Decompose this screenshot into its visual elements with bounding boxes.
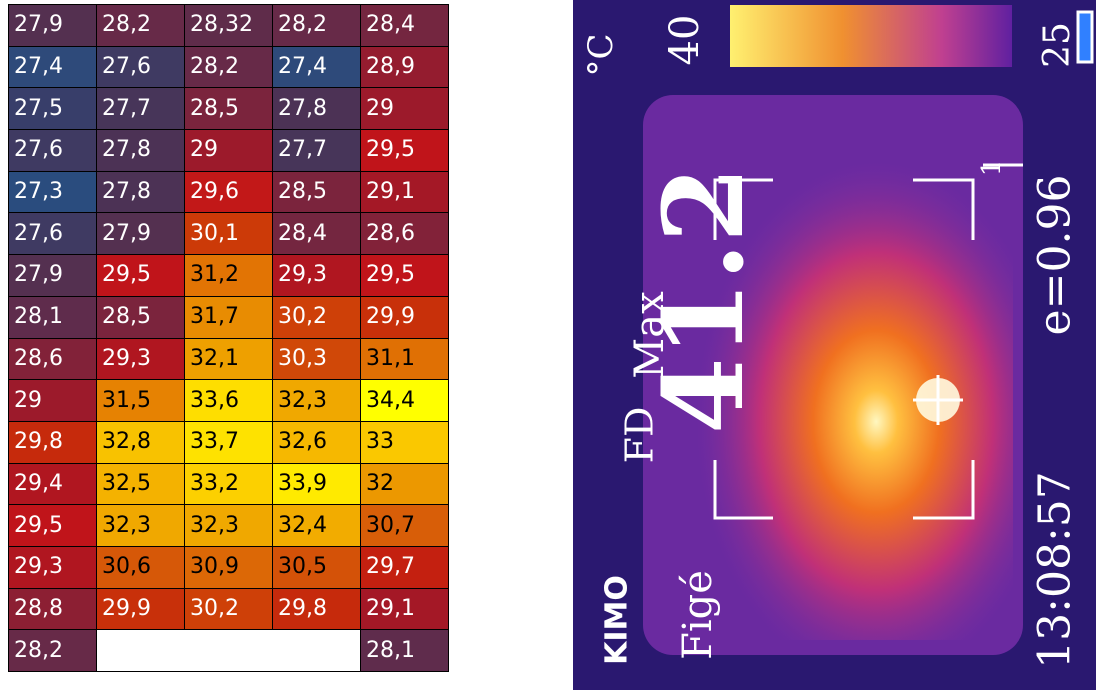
table-cell: 30,6 xyxy=(96,545,185,589)
table-cell: 27,4 xyxy=(8,45,97,89)
emissivity: e=0.96 xyxy=(1030,175,1081,336)
table-cell: 34,4 xyxy=(360,379,449,422)
scale-min: 25 xyxy=(1037,22,1078,68)
table-cell: 29,3 xyxy=(96,337,185,381)
table-cell: 28,8 xyxy=(8,587,97,631)
blank-cell xyxy=(96,629,361,672)
table-cell: 30,3 xyxy=(272,337,361,381)
table-cell: 33,6 xyxy=(184,379,273,422)
table-cell: 33 xyxy=(360,420,449,464)
temperature-table: 27,9 28,2 28,32 28,2 28,4 27,4 27,6 28,2 27,4 28,… xyxy=(8,4,449,672)
table-cell: 29 xyxy=(184,129,273,172)
table-cell: 32,8 xyxy=(96,420,185,464)
table-cell: 31,5 xyxy=(96,379,185,422)
table-cell: 29,5 xyxy=(360,129,449,172)
table-cell: 27,3 xyxy=(8,170,97,214)
table-cell: 32,5 xyxy=(96,462,185,506)
table-cell: 29 xyxy=(8,379,97,422)
table-cell: 27,4 xyxy=(272,45,361,89)
table-cell: 31,7 xyxy=(184,295,273,339)
table-cell: 29,3 xyxy=(272,254,361,297)
table-cell: 28,2 xyxy=(8,629,97,672)
marker-label: 1 xyxy=(977,160,1007,177)
table-cell: 28,5 xyxy=(96,295,185,339)
table-cell: 27,9 xyxy=(8,254,97,297)
table-cell: 30,9 xyxy=(184,545,273,589)
table-cell: 29,9 xyxy=(360,295,449,339)
table-cell: 31,1 xyxy=(360,337,449,381)
table-cell: 29,1 xyxy=(360,170,449,214)
table-cell: 27,9 xyxy=(96,212,185,256)
table-cell: 28,5 xyxy=(272,170,361,214)
table-cell: 28,9 xyxy=(360,45,449,89)
scale-max: 40 xyxy=(662,15,708,66)
table-cell: 28,2 xyxy=(272,4,361,47)
table-cell: 27,6 xyxy=(96,45,185,89)
table-cell: 27,8 xyxy=(272,87,361,131)
table-cell: 30,1 xyxy=(184,212,273,256)
table-cell: 29,7 xyxy=(360,545,449,589)
table-cell: 29,5 xyxy=(360,254,449,297)
table-cell: 29,3 xyxy=(8,545,97,589)
table-cell: 33,2 xyxy=(184,462,273,506)
table-cell: 30,2 xyxy=(272,295,361,339)
time: 13:08:57 xyxy=(1030,471,1081,669)
table-cell: 27,7 xyxy=(96,87,185,131)
table-cell: 27,6 xyxy=(8,129,97,172)
table-cell: 29,8 xyxy=(272,587,361,631)
status: Figé xyxy=(675,570,721,660)
table-cell: 27,9 xyxy=(8,4,97,47)
table-cell: 32,6 xyxy=(272,420,361,464)
table-cell: 32,4 xyxy=(272,504,361,547)
table-cell: 28,5 xyxy=(184,87,273,131)
table-cell: 27,7 xyxy=(272,129,361,172)
table-cell: 32,3 xyxy=(272,379,361,422)
table-cell: 29,4 xyxy=(8,462,97,506)
unit-label: °C xyxy=(581,33,621,76)
table-cell: 28,1 xyxy=(360,629,449,672)
table-cell: 29,8 xyxy=(8,420,97,464)
brand: KIMO xyxy=(600,575,635,665)
table-cell: 29,5 xyxy=(8,504,97,547)
table-cell: 31,2 xyxy=(184,254,273,297)
table-cell: 27,8 xyxy=(96,129,185,172)
table-cell: 33,9 xyxy=(272,462,361,506)
table-cell: 29,6 xyxy=(184,170,273,214)
table-cell: 28,4 xyxy=(272,212,361,256)
table-cell: 30,2 xyxy=(184,587,273,631)
table-cell: 29,9 xyxy=(96,587,185,631)
table-cell: 32,1 xyxy=(184,337,273,381)
table-cell: 29 xyxy=(360,87,449,131)
table-cell: 32 xyxy=(360,462,449,506)
table-cell: 29,1 xyxy=(360,587,449,631)
table-cell: 28,2 xyxy=(184,45,273,89)
table-cell: 27,6 xyxy=(8,212,97,256)
table-cell: 32,3 xyxy=(96,504,185,547)
table-cell: 32,3 xyxy=(184,504,273,547)
table-cell: 28,6 xyxy=(360,212,449,256)
table-cell: 27,8 xyxy=(96,170,185,214)
table-cell: 28,1 xyxy=(8,295,97,339)
table-cell: 28,4 xyxy=(360,4,449,47)
table-cell: 28,6 xyxy=(8,337,97,381)
table-cell: 28,2 xyxy=(96,4,185,47)
max-reading: 41.2 xyxy=(639,166,768,434)
table-cell: 29,5 xyxy=(96,254,185,297)
flag-label: FD xyxy=(618,407,662,464)
table-cell: 27,5 xyxy=(8,87,97,131)
table-cell: 30,5 xyxy=(272,545,361,589)
table-cell: 30,7 xyxy=(360,504,449,547)
table-cell: 28,32 xyxy=(184,4,273,47)
table-cell: 33,7 xyxy=(184,420,273,464)
mode-label: Max xyxy=(627,291,673,379)
